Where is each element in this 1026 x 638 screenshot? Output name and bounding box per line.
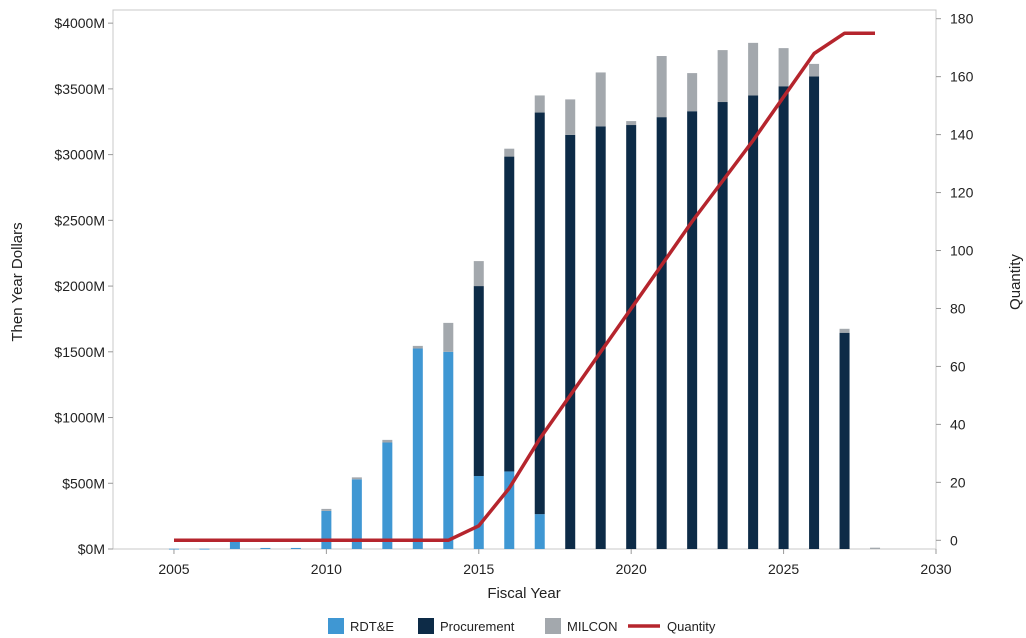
legend-label-milcon: MILCON — [567, 619, 618, 634]
legend-swatch-procurement — [418, 618, 434, 634]
x-tick-label: 2020 — [616, 561, 647, 577]
bar-procurement-2027 — [839, 332, 850, 549]
bar-milcon-2021 — [656, 56, 667, 118]
x-tick-label: 2015 — [463, 561, 494, 577]
bar-milcon-2018 — [565, 99, 576, 135]
bar-procurement-2025 — [778, 86, 789, 549]
quantity-line — [174, 31, 875, 543]
bar-milcon-2023 — [717, 50, 728, 103]
x-axis-title: Fiscal Year — [487, 585, 560, 602]
bar-procurement-2020 — [626, 125, 637, 549]
y2-tick-label: 160 — [950, 69, 974, 85]
y-tick-label: $3500M — [54, 81, 105, 97]
y2-tick-label: 80 — [950, 300, 966, 316]
bar-rdt-e-2010 — [321, 510, 332, 549]
y2-tick-label: 180 — [950, 11, 974, 27]
y-tick-label: $2500M — [54, 212, 105, 228]
axes: $0M $500M $1000M $1500M $2000M $2500M $3000M $3… — [54, 11, 973, 577]
legend: RDT&E Procurement MILCON Quantity — [328, 618, 716, 634]
y-tick-label: $4000M — [54, 15, 105, 31]
legend-swatch-rdt-e — [328, 618, 344, 634]
bar-rdt-e-2013 — [412, 348, 423, 549]
bar-milcon-2010 — [321, 508, 332, 511]
y2-axis-title: Quantity — [1007, 254, 1024, 310]
bar-rdt-e-2007 — [229, 541, 240, 549]
bar-milcon-2026 — [809, 63, 820, 77]
bar-milcon-2011 — [351, 477, 362, 480]
bar-rdt-e-2012 — [382, 442, 393, 549]
y2-tick-label: 140 — [950, 127, 974, 143]
bar-milcon-2028 — [870, 547, 881, 549]
y2-tick-label: 40 — [950, 416, 966, 432]
quantity-line-layer — [174, 31, 875, 543]
x-tick-label: 2025 — [768, 561, 799, 577]
x-tick-label: 2030 — [920, 561, 951, 577]
bar-rdt-e-2017 — [534, 514, 545, 549]
bar-milcon-2013 — [412, 345, 423, 349]
legend-swatch-milcon — [545, 618, 561, 634]
bar-milcon-2019 — [595, 72, 606, 127]
plot-frame — [112, 9, 937, 550]
bar-rdt-e-2009 — [290, 547, 301, 549]
bar-milcon-2020 — [626, 121, 637, 126]
y2-tick-label: 20 — [950, 474, 966, 490]
bar-milcon-2024 — [748, 42, 759, 96]
legend-label-procurement: Procurement — [440, 619, 515, 634]
bar-procurement-2018 — [565, 134, 576, 549]
bar-milcon-2025 — [778, 48, 789, 87]
legend-label-rdt-e: RDT&E — [350, 619, 394, 634]
bar-rdt-e-2015 — [473, 476, 484, 549]
bar-rdt-e-2006 — [199, 548, 210, 550]
y-axis-title: Then Year Dollars — [9, 222, 26, 341]
plot-area — [112, 9, 937, 550]
bar-rdt-e-2016 — [504, 471, 515, 549]
y2-tick-label: 100 — [950, 243, 974, 259]
x-tick-label: 2010 — [311, 561, 342, 577]
y-tick-label: $1500M — [54, 344, 105, 360]
y-tick-label: $0M — [78, 541, 105, 557]
bar-milcon-2014 — [443, 322, 454, 352]
bars — [168, 42, 881, 550]
bar-procurement-2019 — [595, 126, 606, 549]
y-tick-label: $3000M — [54, 147, 105, 163]
y2-tick-label: 60 — [950, 358, 966, 374]
bar-milcon-2017 — [534, 95, 545, 113]
bar-procurement-2021 — [656, 117, 667, 549]
bar-milcon-2012 — [382, 439, 393, 443]
bar-milcon-2027 — [839, 328, 850, 333]
y-tick-label: $500M — [62, 475, 105, 491]
bar-procurement-2024 — [748, 95, 759, 549]
x-tick-label: 2005 — [158, 561, 189, 577]
bar-milcon-2022 — [687, 73, 698, 112]
bar-procurement-2026 — [809, 76, 820, 549]
bar-procurement-2016 — [504, 156, 515, 472]
legend-label-quantity: Quantity — [667, 619, 716, 634]
y-tick-label: $2000M — [54, 278, 105, 294]
bar-rdt-e-2014 — [443, 351, 454, 549]
bar-procurement-2015 — [473, 286, 484, 477]
y-tick-label: $1000M — [54, 410, 105, 426]
bar-procurement-2017 — [534, 112, 545, 515]
bar-rdt-e-2008 — [260, 547, 271, 549]
bar-milcon-2016 — [504, 148, 515, 157]
y2-tick-label: 0 — [950, 532, 958, 548]
bar-milcon-2015 — [473, 261, 484, 287]
bar-rdt-e-2011 — [351, 479, 362, 549]
bar-procurement-2023 — [717, 102, 728, 550]
y2-tick-label: 120 — [950, 185, 974, 201]
bar-procurement-2022 — [687, 111, 698, 549]
